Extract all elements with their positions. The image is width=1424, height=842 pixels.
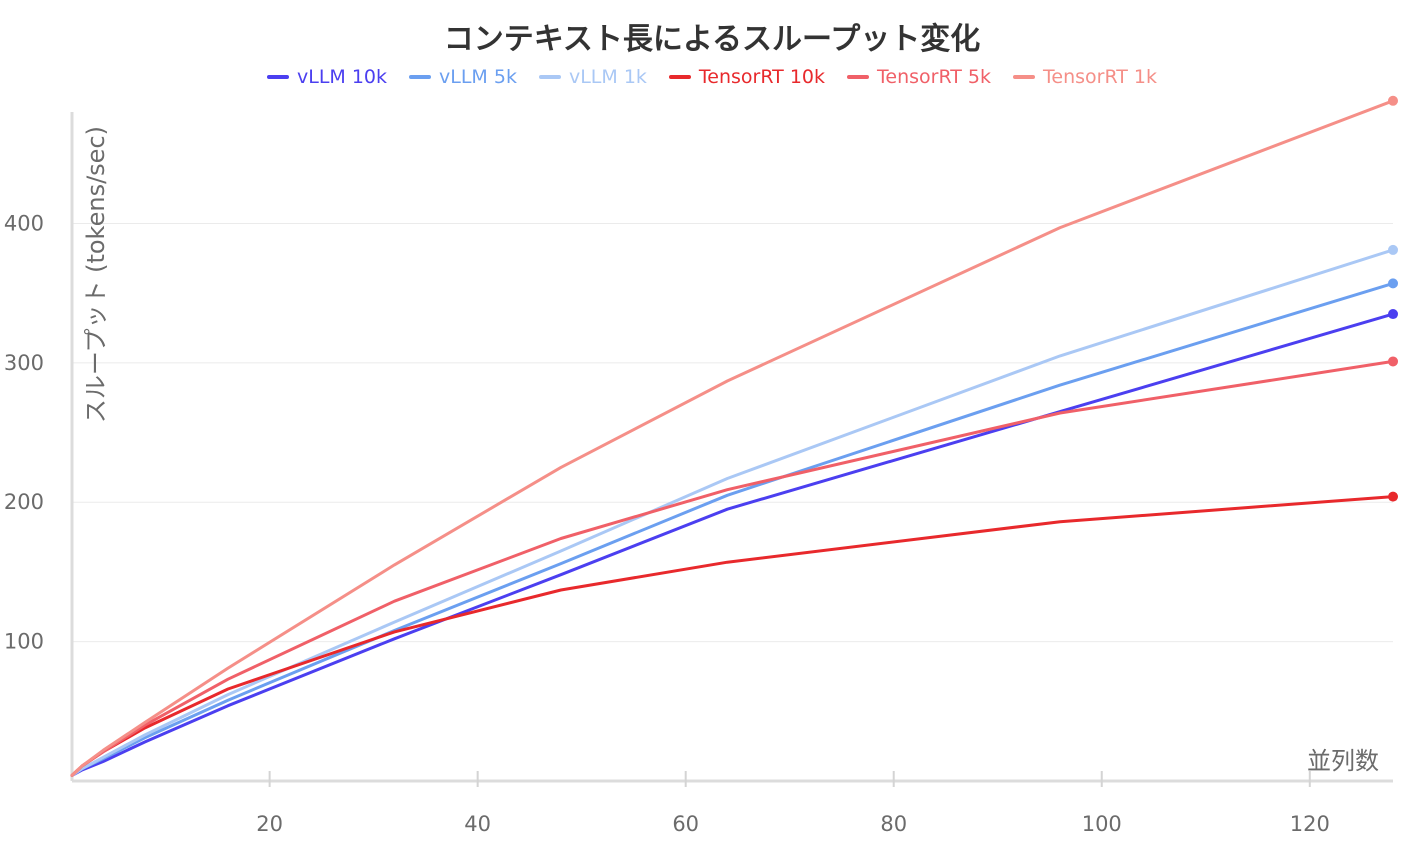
series-line-4 — [70, 495, 1395, 777]
series-line-6 — [70, 99, 1395, 777]
legend-item-3[interactable]: vLLM 1k — [538, 66, 647, 88]
legend-label: TensorRT 10k — [698, 66, 826, 88]
legend-item-6[interactable]: TensorRT 1k — [1013, 66, 1157, 88]
legend-label: TensorRT 1k — [1043, 66, 1158, 88]
legend-swatch — [538, 75, 561, 79]
legend-label: TensorRT 5k — [877, 66, 992, 88]
series-endpoint-2 — [1388, 278, 1398, 289]
series-line-2 — [70, 281, 1395, 777]
series-line-5 — [70, 359, 1395, 777]
legend-swatch — [266, 75, 289, 79]
legend-swatch — [409, 75, 432, 79]
series-line-1 — [70, 312, 1395, 777]
legend-label: vLLM 5k — [439, 66, 517, 88]
x-tick-label: 40 — [464, 812, 491, 836]
legend-item-4[interactable]: TensorRT 10k — [668, 66, 826, 88]
legend-item-2[interactable]: vLLM 5k — [409, 66, 517, 88]
series-endpoint-3 — [1388, 244, 1398, 255]
series-line-3 — [70, 248, 1395, 777]
series-endpoint-4 — [1388, 491, 1398, 502]
chart-title: コンテキスト長によるスループット変化 — [443, 22, 981, 57]
x-tick-label: 100 — [1082, 812, 1122, 836]
legend-label: vLLM 10k — [296, 66, 388, 88]
y-axis-title: スループット (tokens/sec) — [82, 126, 110, 423]
legend-item-1[interactable]: vLLM 10k — [266, 66, 388, 88]
legend-swatch — [668, 75, 691, 79]
y-tick-label: 400 — [4, 211, 44, 235]
series-endpoint-5 — [1388, 356, 1398, 367]
x-tick-label: 20 — [256, 812, 283, 836]
legend-label: vLLM 1k — [568, 66, 647, 88]
y-tick-label: 300 — [4, 351, 44, 375]
legend-item-5[interactable]: TensorRT 5k — [847, 66, 991, 88]
x-tick-label: 120 — [1290, 812, 1330, 836]
legend: vLLM 10k vLLM 5k vLLM 1k TensorRT 10k Tensor… — [0, 66, 1424, 88]
series-endpoint-1 — [1388, 309, 1398, 320]
x-axis-title: 並列数 — [1307, 747, 1379, 775]
legend-swatch — [847, 75, 870, 79]
legend-swatch — [1013, 75, 1036, 79]
series-endpoint-6 — [1388, 95, 1398, 106]
x-tick-label: 80 — [880, 812, 907, 836]
y-tick-label: 200 — [4, 490, 44, 514]
y-tick-label: 100 — [4, 630, 44, 654]
x-tick-label: 60 — [672, 812, 699, 836]
